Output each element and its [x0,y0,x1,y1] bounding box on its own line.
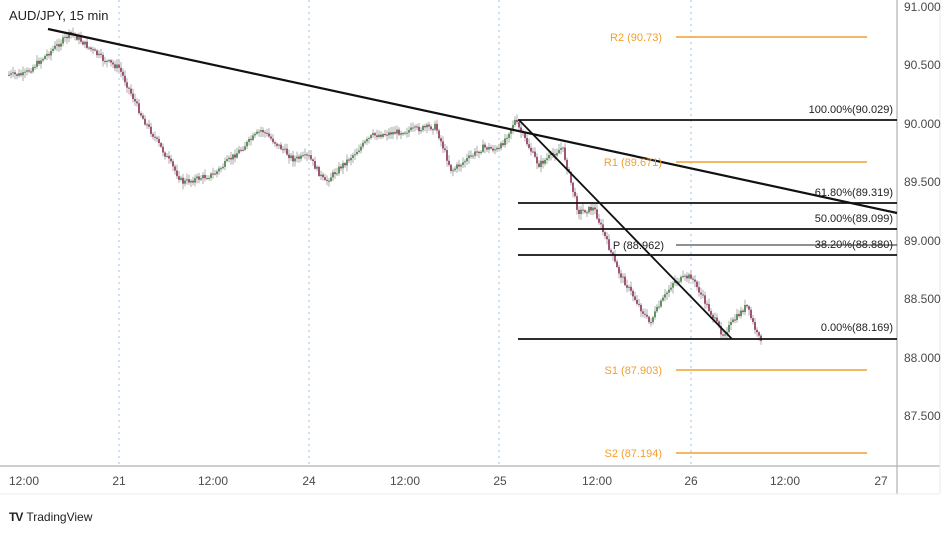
y-tick: 88.500 [904,292,941,306]
fib-50-label: 50.00%(89.099) [815,213,893,225]
s1-label: S1 (87.903) [605,365,662,377]
fib-0-label: 0.00%(88.169) [821,322,893,334]
s2-label: S2 (87.194) [605,448,662,460]
y-tick: 90.000 [904,117,941,131]
x-tick: 12:00 [770,474,800,488]
y-tick: 89.500 [904,175,941,189]
x-tick: 24 [302,474,316,488]
y-tick: 87.500 [904,409,941,423]
descending-trendline[interactable] [47,27,898,215]
x-tick: 25 [493,474,507,488]
time-axis[interactable]: 12:00 21 12:00 24 12:00 25 12:00 26 12:0… [9,474,888,488]
price-axis[interactable]: 91.000 90.500 90.000 89.500 89.000 88.50… [904,0,941,423]
y-tick: 90.500 [904,58,941,72]
pivot-levels [676,36,867,454]
fib-618-label: 61.80%(89.319) [815,187,893,199]
y-tick: 89.000 [904,234,941,248]
brand-name: TradingView [26,510,93,524]
x-tick: 12:00 [582,474,612,488]
x-tick: 12:00 [198,474,228,488]
fib-382-label: 38.20%(88.880) [815,239,893,251]
tradingview-logo-icon: TV [9,510,23,524]
tradingview-brand[interactable]: TV TradingView [9,510,92,524]
y-tick: 88.000 [904,351,941,365]
x-tick: 26 [684,474,698,488]
fib-swing-line[interactable] [518,119,733,340]
r2-label: R2 (90.73) [610,32,662,44]
x-tick: 27 [874,474,888,488]
y-tick: 91.000 [904,0,941,14]
chart-title: AUD/JPY, 15 min [9,8,108,23]
plot-area[interactable] [0,0,897,466]
x-tick: 21 [112,474,126,488]
fib-100-label: 100.00%(90.029) [809,104,893,116]
r1-label: R1 (89.671) [604,157,662,169]
x-tick: 12:00 [390,474,420,488]
p-label: P (88.962) [613,240,664,252]
candlestick-series [8,27,762,345]
x-tick: 12:00 [9,474,39,488]
fibonacci-levels [518,119,897,340]
